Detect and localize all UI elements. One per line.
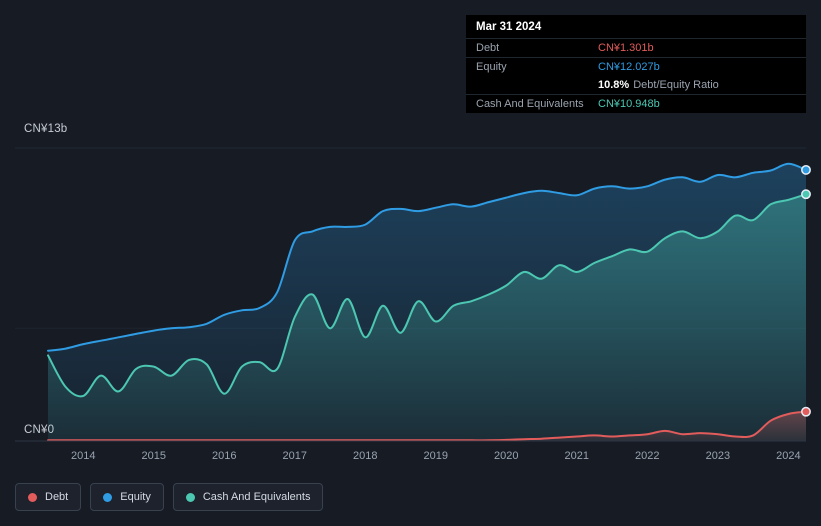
x-tick-label: 2016 [212, 450, 236, 462]
tooltip-debt-label: Debt [476, 42, 500, 54]
legend-item-debt[interactable]: Debt [15, 483, 82, 511]
equity-dot-icon [103, 492, 113, 502]
x-tick-label: 2024 [776, 450, 800, 462]
equity-line [47, 162, 807, 352]
x-tick-label: 2022 [635, 450, 659, 462]
tooltip-ratio-value: 10.8% [598, 79, 630, 91]
debt-line [47, 410, 807, 442]
x-tick-label: 2023 [706, 450, 730, 462]
cash-area [48, 194, 806, 441]
x-tick-label: 2017 [283, 450, 307, 462]
tooltip-debt-value: CN¥1.301b [598, 42, 654, 54]
y-axis-max-label: CN¥13b [24, 123, 68, 135]
tooltip-date: Mar 31 2024 [476, 21, 542, 33]
debt-dot-icon [28, 492, 37, 502]
x-tick-label: 2014 [71, 450, 95, 462]
tooltip-debt-row: Debt CN¥1.301b [466, 38, 806, 57]
tooltip-cash-label: Cash And Equivalents [476, 98, 584, 110]
tooltip-cash-value: CN¥10.948b [598, 98, 660, 110]
x-tick-label: 2021 [565, 450, 589, 462]
cash-line [47, 193, 807, 398]
x-tick-label: 2018 [353, 450, 377, 462]
x-tick-label: 2015 [142, 450, 166, 462]
y-axis-zero-label: CN¥0 [24, 424, 55, 436]
legend-debt-label: Debt [45, 491, 69, 503]
cash-dot-icon [185, 492, 195, 502]
tooltip-ratio-row: 10.8% Debt/Equity Ratio [466, 76, 806, 94]
tooltip-equity-label: Equity [476, 61, 507, 73]
tooltip-equity-row: Equity CN¥12.027b [466, 57, 806, 76]
equity-end-dot [801, 164, 811, 175]
chart-tooltip: Mar 31 2024 Debt CN¥1.301b Equity CN¥12.… [466, 15, 806, 113]
legend-item-cash[interactable]: Cash And Equivalents [172, 483, 324, 511]
debt-area [48, 411, 806, 441]
tooltip-cash-row: Cash And Equivalents CN¥10.948b [466, 94, 806, 113]
cash-end-dot [801, 189, 811, 200]
debt-end-dot [801, 406, 811, 417]
legend-item-equity[interactable]: Equity [90, 483, 164, 511]
chart-legend: Debt Equity Cash And Equivalents [15, 483, 324, 511]
legend-equity-label: Equity [120, 491, 151, 503]
tooltip-ratio-label: Debt/Equity Ratio [633, 79, 719, 91]
tooltip-equity-value: CN¥12.027b [598, 61, 660, 73]
x-tick-label: 2019 [424, 450, 448, 462]
tooltip-ratio: 10.8% Debt/Equity Ratio [598, 79, 796, 91]
x-tick-label: 2020 [494, 450, 518, 462]
legend-cash-label: Cash And Equivalents [202, 491, 311, 503]
